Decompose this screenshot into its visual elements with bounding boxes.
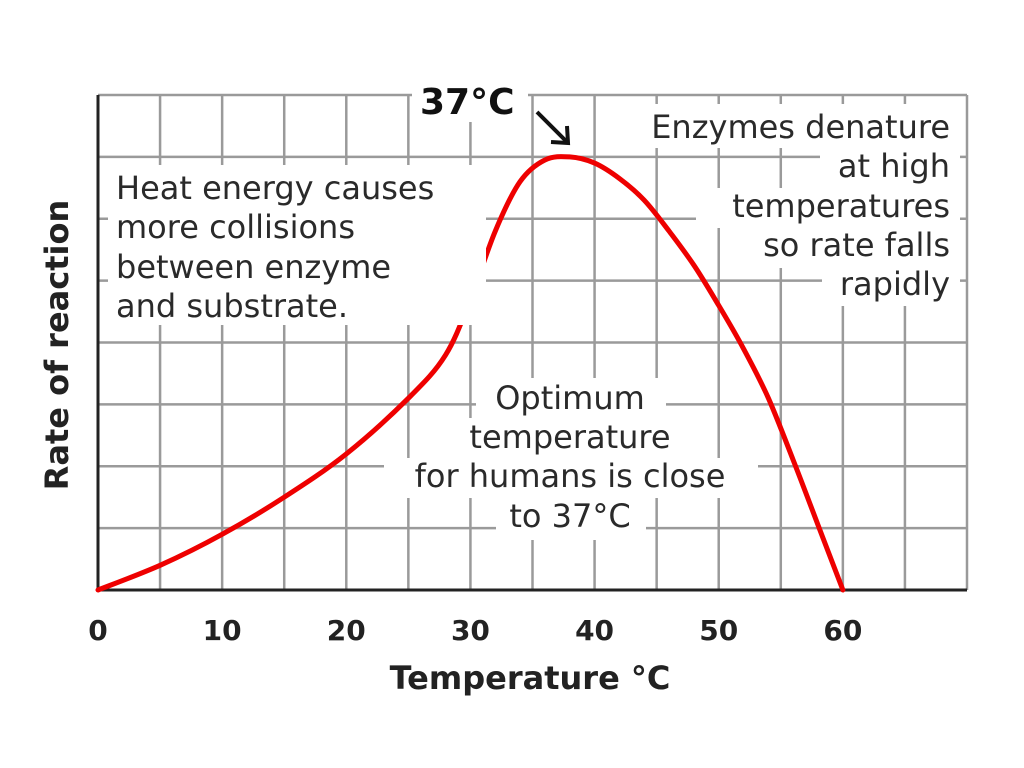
annotation-left-line: Heat energy causes bbox=[116, 169, 434, 207]
x-axis-title: Temperature °C bbox=[390, 659, 671, 697]
arrow-down-right-icon bbox=[535, 110, 571, 146]
annotation-left-line: more collisions bbox=[116, 208, 355, 246]
x-tick-label: 50 bbox=[699, 614, 738, 647]
y-axis-title: Rate of reaction bbox=[38, 200, 76, 491]
x-tick-label: 10 bbox=[203, 614, 242, 647]
annotation-right-line: Enzymes denature bbox=[651, 108, 950, 146]
annotation-center-line: to 37°C bbox=[509, 497, 630, 535]
x-tick-label: 60 bbox=[823, 614, 862, 647]
right-annotation: Enzymes denature at high temperatures so… bbox=[600, 104, 960, 306]
annotation-center-line: temperature bbox=[469, 418, 670, 456]
peak-label: 37°C bbox=[420, 82, 515, 123]
annotation-center-line: Optimum bbox=[495, 379, 645, 417]
x-tick-label: 0 bbox=[88, 614, 107, 647]
annotation-left-line: between enzyme bbox=[116, 248, 391, 286]
annotation-right-line: temperatures bbox=[732, 187, 950, 225]
annotation-left-line: and substrate. bbox=[116, 287, 348, 325]
peak-annotation: 37°C bbox=[412, 78, 571, 146]
x-tick-labels: 0 10 20 30 40 50 60 bbox=[88, 614, 862, 647]
axes bbox=[96, 95, 967, 592]
annotation-right-line: so rate falls bbox=[763, 226, 950, 264]
x-tick-label: 30 bbox=[451, 614, 490, 647]
center-annotation: Optimum temperature for humans is close … bbox=[384, 378, 758, 540]
x-tick-label: 20 bbox=[327, 614, 366, 647]
annotation-center-line: for humans is close bbox=[415, 457, 726, 495]
series-line bbox=[95, 154, 846, 593]
annotation-right-line: at high bbox=[838, 147, 950, 185]
left-annotation: Heat energy causes more collisions betwe… bbox=[108, 165, 486, 325]
annotation-right-line: rapidly bbox=[840, 265, 950, 303]
x-tick-label: 40 bbox=[575, 614, 614, 647]
